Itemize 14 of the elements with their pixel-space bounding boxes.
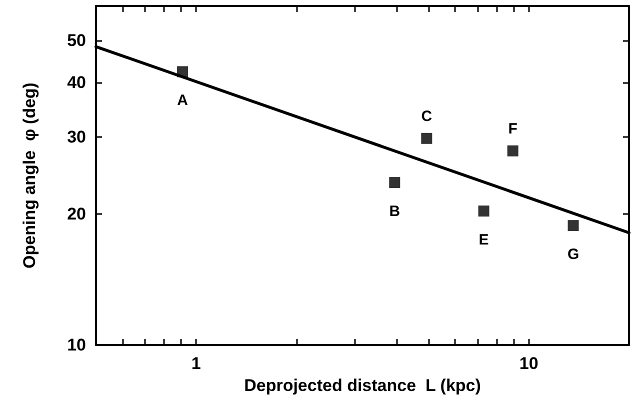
y-tick-label: 50 [67,30,86,50]
y-axis-title: Opening angle φ (deg) [20,82,39,268]
y-tick-label: 40 [67,73,86,92]
y-tick-label: 10 [67,336,86,354]
x-axis-title: Deprojected distance L (kpc) [244,376,481,395]
annotation: B [389,203,400,220]
y-tick-label: 20 [67,204,86,224]
y-tick-label: 30 [67,128,86,147]
annotation: E [478,232,489,249]
annotation: F [508,120,518,138]
x-tick-label: 1 [191,354,201,373]
annotation: A [177,92,188,110]
annotation: G [567,246,580,264]
annotation: C [421,108,432,125]
